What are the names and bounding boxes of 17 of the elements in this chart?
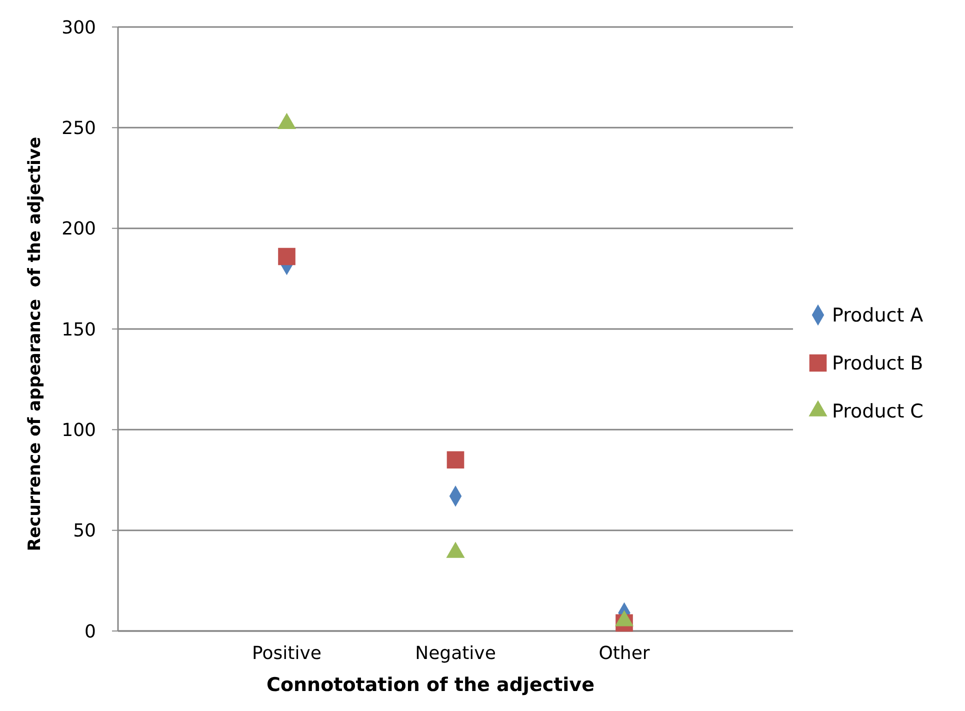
point [278,248,296,266]
x-tick-label: Positive [252,643,322,664]
x-tick-label: Negative [415,643,496,664]
y-tick-label: 50 [73,520,96,542]
legend-label: Product B [832,352,924,375]
x-axis-title: Connototation of the adjective [266,674,594,696]
y-tick-label: 0 [84,621,96,642]
y-tick-label: 150 [62,319,96,340]
y-tick-label: 300 [62,17,96,38]
x-tick-label: Other [598,643,650,664]
point [446,451,464,469]
legend-label: Product A [832,304,924,327]
y-tick-label: 200 [62,218,96,240]
y-tick-label: 100 [62,420,96,441]
y-tick-label: 250 [62,118,96,139]
legend-label: Product C [832,400,924,423]
y-axis-title: Recurrence of appearance of the adjective [25,136,45,552]
